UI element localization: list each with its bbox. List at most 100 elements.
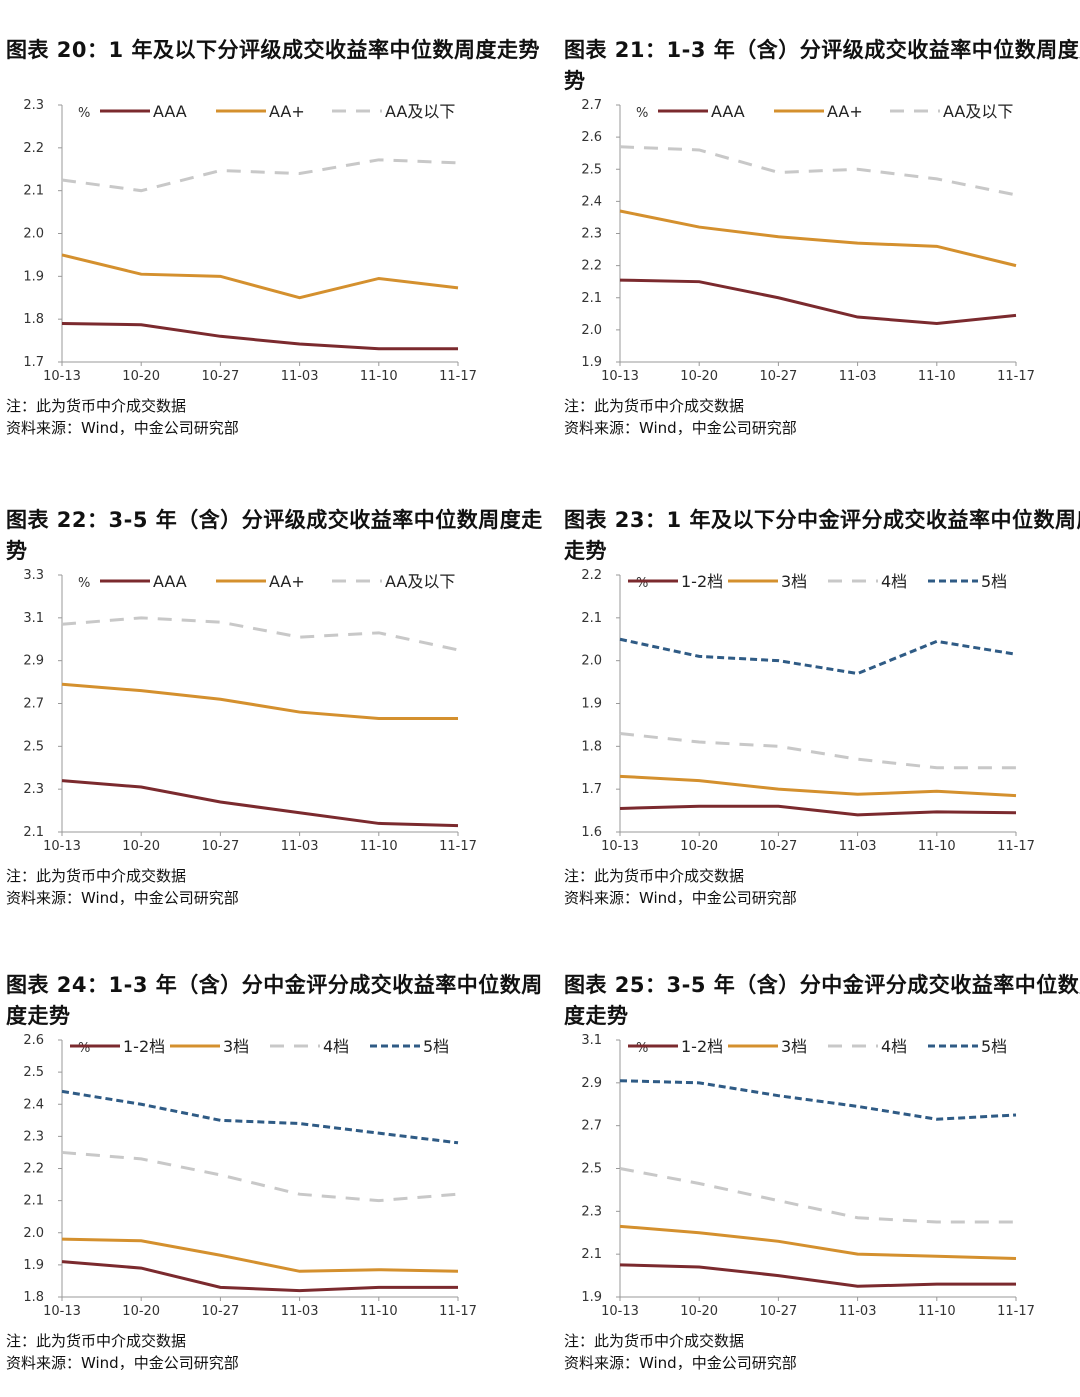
- line-chart: 1.9 2.0 2.1 2.2 2.3 2.4 2.5 2.6 2.7 10-13 10-20 10-…: [581, 98, 1035, 384]
- legend-label: 4档: [881, 1037, 907, 1056]
- series-line: [61, 779, 459, 828]
- legend-label: 1-2档: [681, 572, 723, 591]
- x-tick-label: 10-20: [680, 1304, 718, 1319]
- x-tick-label: 11-10: [918, 1304, 956, 1319]
- y-tick-label: 2.0: [581, 323, 602, 338]
- y-tick-label: 3.1: [581, 1033, 602, 1048]
- x-tick-label: 11-17: [439, 369, 477, 384]
- x-tick-label: 10-13: [43, 839, 81, 854]
- x-tick-label: 11-03: [839, 839, 877, 854]
- y-tick-label: 2.1: [581, 611, 602, 626]
- unit-label: %: [78, 576, 90, 591]
- chart-title: 图表 20：1 年及以下分评级成交收益率中位数周度走势: [6, 38, 540, 62]
- y-tick-label: 1.7: [581, 782, 602, 797]
- series-line: [619, 774, 1017, 798]
- legend-label: 3档: [223, 1037, 249, 1056]
- x-tick-label: 11-03: [839, 1304, 877, 1319]
- y-tick-label: 2.3: [23, 1129, 44, 1144]
- x-tick-label: 11-03: [839, 369, 877, 384]
- series-line: [619, 209, 1017, 268]
- x-tick-label: 10-13: [43, 369, 81, 384]
- y-tick-label: 2.1: [23, 825, 44, 840]
- series-line: [61, 158, 459, 193]
- legend-label: AA+: [269, 572, 305, 591]
- y-tick-label: 2.7: [23, 697, 44, 712]
- y-tick-label: 2.1: [581, 291, 602, 306]
- chart-note: 注：此为货币中介成交数据: [564, 1332, 745, 1350]
- series-line: [619, 731, 1016, 770]
- y-tick-label: 2.1: [23, 184, 44, 199]
- series-line: [619, 804, 1017, 817]
- unit-label: %: [636, 106, 648, 121]
- y-tick-label: 2.2: [581, 568, 602, 583]
- series-line: [619, 1167, 1016, 1224]
- legend-label: 1-2档: [123, 1037, 165, 1056]
- line-chart: 1.7 1.8 1.9 2.0 2.1 2.2 2.3 10-13 10-20 10-27 11-0…: [23, 98, 477, 384]
- y-tick-label: 1.8: [23, 312, 44, 327]
- chart-source: 资料来源：Wind，中金公司研究部: [6, 1354, 239, 1372]
- y-tick-label: 1.9: [581, 1290, 602, 1305]
- chart-note: 注：此为货币中介成交数据: [6, 867, 187, 885]
- y-tick-label: 2.5: [581, 162, 602, 177]
- series-line: [619, 1224, 1017, 1260]
- chart-source: 资料来源：Wind，中金公司研究部: [6, 419, 239, 437]
- x-tick-label: 10-13: [43, 1304, 81, 1319]
- chart-note: 注：此为货币中介成交数据: [564, 397, 745, 415]
- y-tick-label: 2.3: [581, 1204, 602, 1219]
- x-tick-label: 10-20: [122, 369, 160, 384]
- chart-source: 资料来源：Wind，中金公司研究部: [564, 889, 797, 907]
- legend-label: 5档: [423, 1037, 449, 1056]
- legend-label: AAA: [711, 102, 745, 121]
- series-line: [61, 616, 459, 652]
- legend-label: AAA: [153, 572, 187, 591]
- y-tick-label: 2.5: [23, 1065, 44, 1080]
- y-tick-label: 2.0: [23, 1226, 44, 1241]
- x-tick-label: 10-13: [601, 369, 639, 384]
- x-tick-label: 10-27: [760, 1304, 798, 1319]
- series-line: [619, 1263, 1016, 1288]
- x-tick-label: 11-17: [439, 839, 477, 854]
- x-tick-label: 11-17: [439, 1304, 477, 1319]
- line-chart: 1.8 1.9 2.0 2.1 2.2 2.3 2.4 2.5 2.6 10-13 10-20 10-…: [23, 1033, 477, 1319]
- y-tick-label: 2.1: [23, 1194, 44, 1209]
- series-line: [61, 1237, 459, 1273]
- series-line: [619, 278, 1017, 325]
- y-tick-label: 1.9: [23, 1258, 44, 1273]
- x-tick-label: 11-10: [360, 1304, 398, 1319]
- y-tick-label: 2.6: [23, 1033, 44, 1048]
- y-tick-label: 3.1: [23, 611, 44, 626]
- x-tick-label: 11-10: [360, 369, 398, 384]
- x-tick-label: 10-27: [202, 1304, 240, 1319]
- x-tick-label: 11-10: [918, 369, 956, 384]
- y-tick-label: 1.6: [581, 825, 602, 840]
- series-line: [619, 1079, 1017, 1121]
- x-tick-label: 11-17: [997, 1304, 1035, 1319]
- y-tick-label: 2.2: [581, 259, 602, 274]
- y-tick-label: 2.3: [581, 227, 602, 242]
- chart-note: 注：此为货币中介成交数据: [564, 867, 745, 885]
- y-tick-label: 1.9: [581, 697, 602, 712]
- x-tick-label: 10-13: [601, 839, 639, 854]
- series-line: [61, 682, 458, 720]
- series-line: [619, 145, 1017, 197]
- chart-title: 图表 21：1-3 年（含）分评级成交收益率中位数周度走势: [564, 38, 1080, 93]
- x-tick-label: 10-20: [680, 369, 718, 384]
- y-tick-label: 1.9: [23, 269, 44, 284]
- chart-panel: 图表 21：1-3 年（含）分评级成交收益率中位数周度走势 1.9 2.0 2.1 2.…: [558, 35, 1080, 455]
- chart-note: 注：此为货币中介成交数据: [6, 1332, 187, 1350]
- y-tick-label: 1.8: [581, 739, 602, 754]
- chart-source: 资料来源：Wind，中金公司研究部: [564, 419, 797, 437]
- y-tick-label: 2.1: [581, 1247, 602, 1262]
- y-tick-label: 2.3: [23, 782, 44, 797]
- unit-label: %: [78, 106, 90, 121]
- y-tick-label: 2.2: [23, 1162, 44, 1177]
- legend-label: AA及以下: [943, 102, 1013, 121]
- chart-source: 资料来源：Wind，中金公司研究部: [564, 1354, 797, 1372]
- x-tick-label: 10-27: [202, 839, 240, 854]
- y-tick-label: 1.8: [23, 1290, 44, 1305]
- chart-source: 资料来源：Wind，中金公司研究部: [6, 889, 239, 907]
- legend-label: AA+: [827, 102, 863, 121]
- x-tick-label: 11-10: [360, 839, 398, 854]
- legend-label: 3档: [781, 1037, 807, 1056]
- y-tick-label: 2.0: [23, 227, 44, 242]
